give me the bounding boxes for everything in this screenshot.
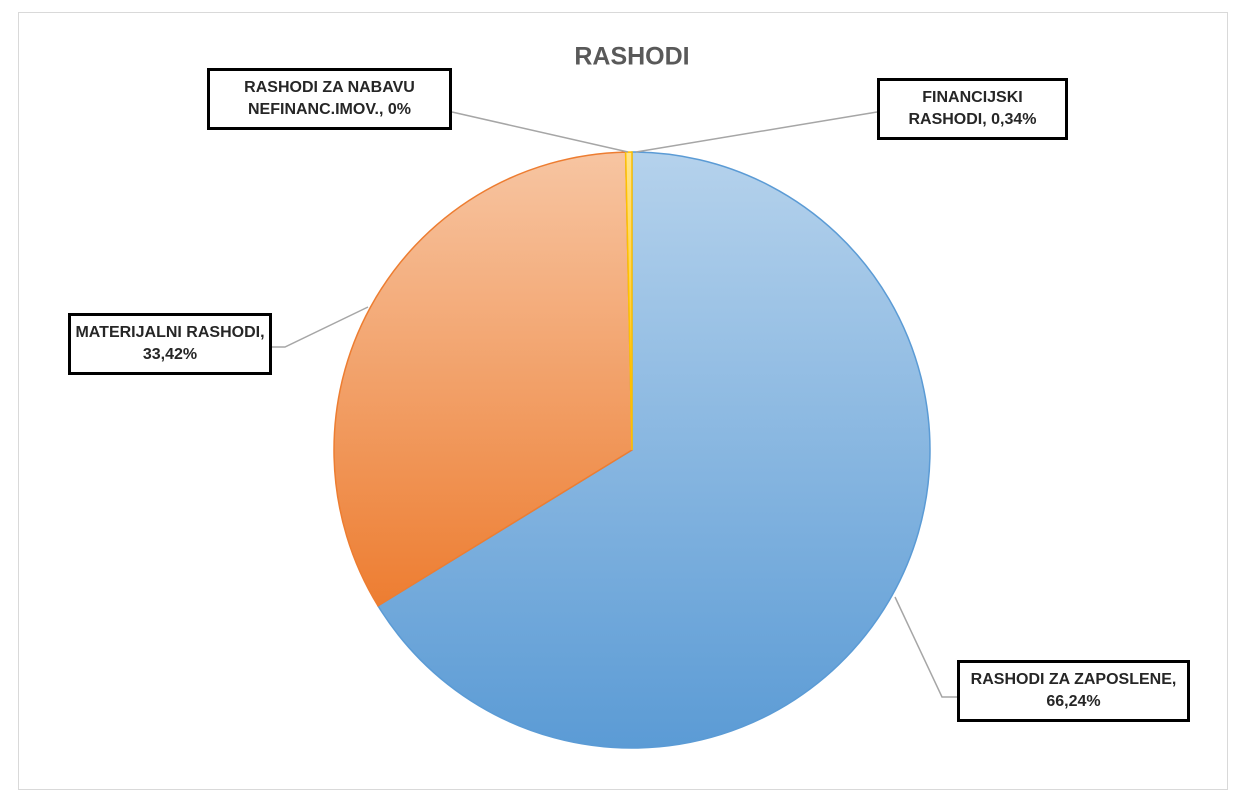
leader-line [272,306,369,348]
data-label: MATERIJALNI RASHODI, 33,42% [68,313,272,375]
leader-line [635,111,878,153]
data-label: RASHODI ZA NABAVU NEFINANC.IMOV., 0% [207,68,452,130]
chart-frame [18,12,1228,790]
pie-slice [376,151,931,749]
leader-line [451,111,629,153]
data-label: RASHODI ZA ZAPOSLENE, 66,24% [957,660,1190,722]
pie-slice [333,151,633,607]
data-label: FINANCIJSKI RASHODI, 0,34% [877,78,1068,140]
chart-title: RASHODI [574,43,689,71]
leader-line [894,596,957,698]
